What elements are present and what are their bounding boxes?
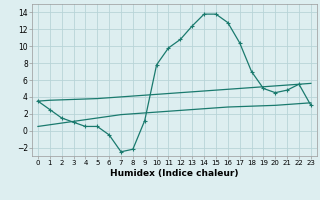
X-axis label: Humidex (Indice chaleur): Humidex (Indice chaleur) [110,169,239,178]
